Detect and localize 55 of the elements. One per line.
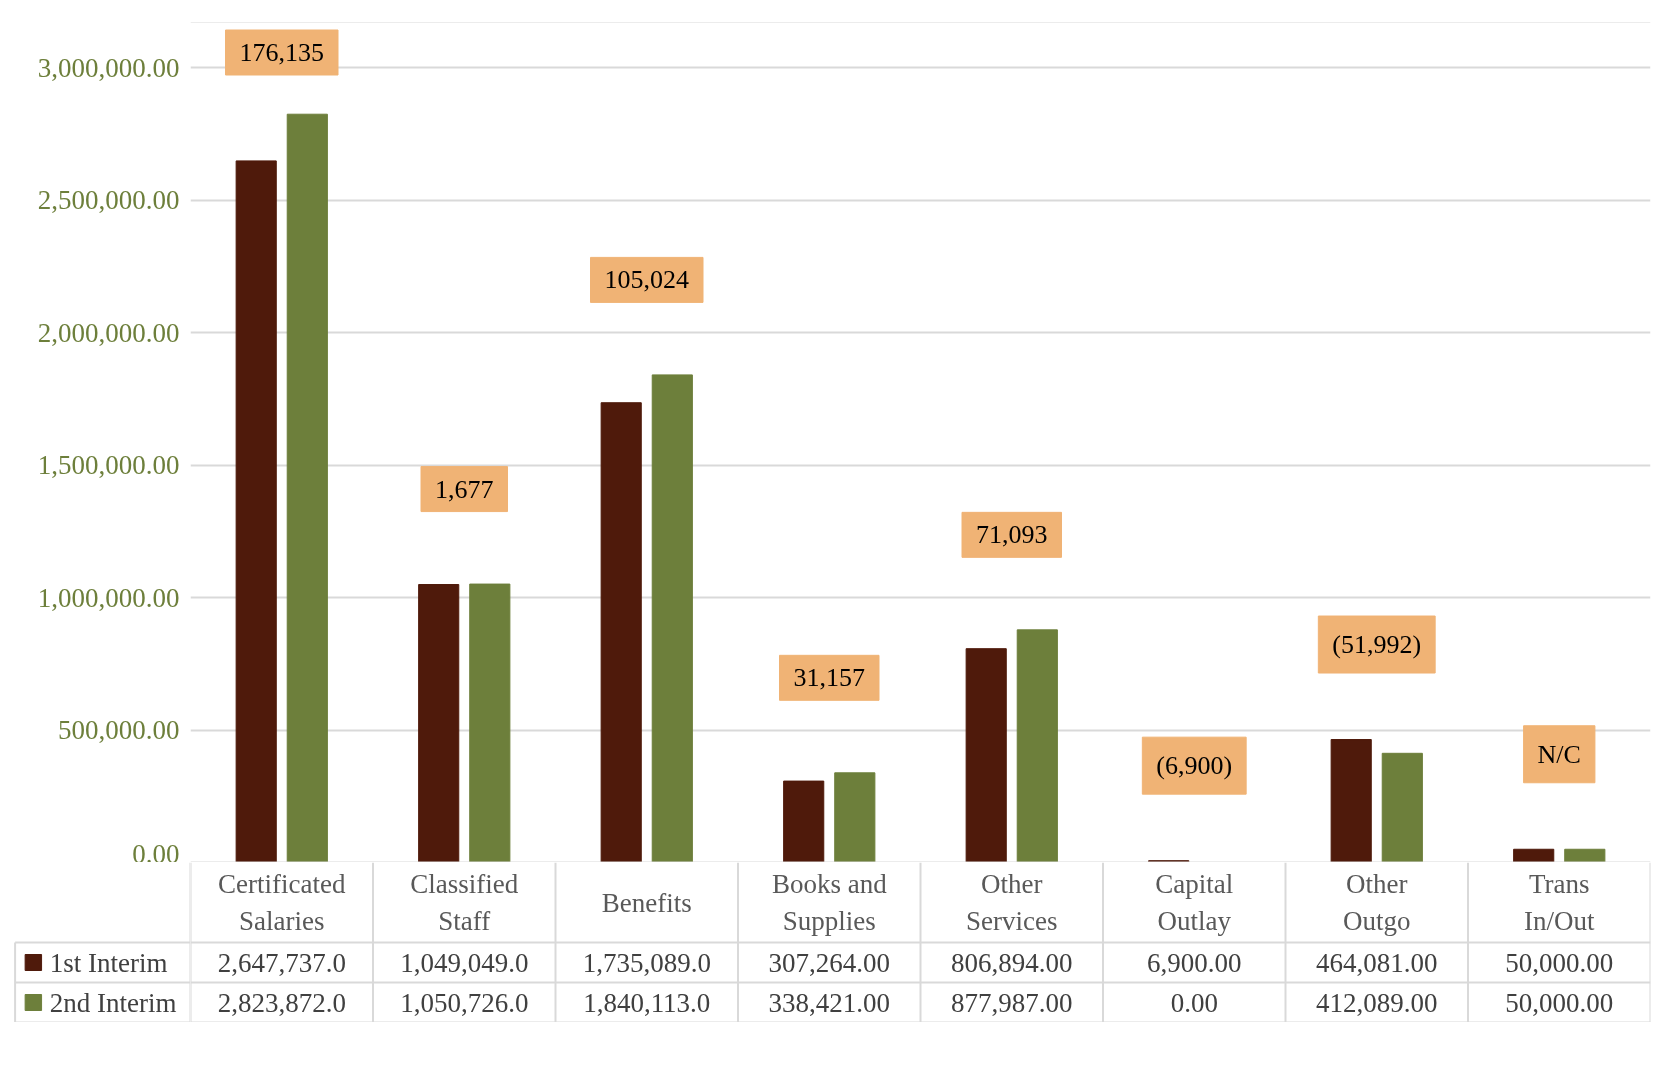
annotation: 1,677	[435, 474, 494, 504]
x-tick-label: Trans In/Out	[1524, 868, 1595, 937]
data-label: 2,647,737.0	[217, 947, 346, 978]
bar	[469, 583, 511, 862]
bar	[1330, 739, 1372, 862]
data-label: 50,000.00	[1505, 947, 1614, 978]
bar	[834, 772, 876, 862]
bar	[651, 374, 693, 862]
annotation: (6,900)	[1156, 751, 1233, 781]
data-label: 307,264.00	[768, 947, 890, 978]
y-tick-label: 1,500,000.00	[37, 450, 180, 481]
bar	[418, 584, 460, 862]
data-label: 1,735,089.0	[582, 947, 711, 978]
bar	[286, 113, 328, 862]
data-label: 1,050,726.0	[400, 987, 529, 1018]
annotation: (51,992)	[1332, 630, 1422, 660]
data-label: 2,823,872.0	[217, 987, 346, 1018]
x-tick-label: Other Outgo	[1343, 868, 1411, 937]
annotation: 176,135	[239, 38, 324, 67]
annotation: 71,093	[976, 520, 1048, 550]
x-tick-label: Other Services	[966, 868, 1058, 937]
bar	[600, 402, 642, 862]
data-label: 877,987.00	[951, 987, 1073, 1018]
data-label: 412,089.00	[1316, 987, 1438, 1018]
data-label: 6,900.00	[1147, 947, 1242, 978]
legend-label: 2nd Interim	[49, 987, 177, 1018]
data-label: 0.00	[1170, 987, 1218, 1018]
bar	[1513, 848, 1555, 862]
bar	[965, 648, 1007, 862]
x-tick-label: Certificated Salaries	[218, 868, 346, 937]
x-tick-label: Capital Outlay	[1155, 868, 1234, 937]
y-tick-label: 1,000,000.00	[37, 582, 180, 613]
bar	[1016, 629, 1058, 862]
x-tick-label: Classified Staff	[410, 868, 519, 937]
bar	[235, 160, 277, 862]
y-tick-label: 500,000.00	[58, 715, 180, 746]
y-tick-label: 2,500,000.00	[37, 185, 180, 216]
x-tick-label: Benefits	[601, 887, 692, 918]
annotation: N/C	[1537, 739, 1581, 769]
data-label: 338,421.00	[768, 987, 890, 1018]
bar	[1564, 848, 1606, 862]
data-label: 1,840,113.0	[583, 987, 711, 1018]
data-label: 806,894.00	[951, 947, 1073, 978]
annotation: 105,024	[604, 265, 689, 295]
bar	[783, 780, 825, 862]
data-label: 1,049,049.0	[400, 947, 529, 978]
y-tick-label: 0.00	[132, 838, 180, 869]
legend-label: 1st Interim	[49, 947, 168, 978]
data-label: 464,081.00	[1316, 947, 1438, 978]
y-tick-label: 2,000,000.00	[37, 317, 180, 348]
x-tick-label: Books and Supplies	[771, 868, 888, 937]
data-label: 50,000.00	[1505, 987, 1614, 1018]
bar	[1381, 752, 1423, 862]
y-tick-label: 3,000,000.00	[37, 52, 180, 83]
annotation: 31,157	[793, 663, 865, 693]
